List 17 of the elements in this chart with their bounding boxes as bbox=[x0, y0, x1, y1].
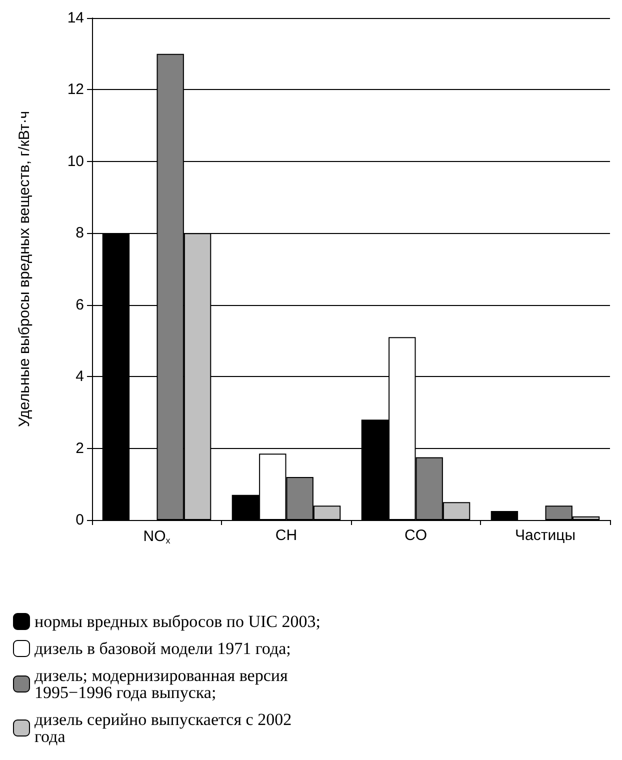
y-tick-label: 10 bbox=[67, 152, 84, 170]
legend-label: дизель; модернизированная версия 1995−1996 года выпуска; bbox=[34, 666, 292, 702]
y-tick-label: 6 bbox=[76, 296, 84, 314]
y-axis-title: Удельные выбросы вредных веществ, г/кВт·ч bbox=[16, 110, 33, 428]
legend-label: нормы вредных выбросов по UIC 2003; bbox=[34, 612, 320, 631]
y-tick-label: 8 bbox=[76, 224, 84, 242]
legend-label: дизель серийно выпускается с 2002 года bbox=[34, 710, 296, 746]
x-tick-label: Частицы bbox=[515, 527, 576, 544]
bar bbox=[490, 511, 518, 520]
legend-label: дизель в базовой модели 1971 года; bbox=[34, 639, 291, 658]
y-tick-label: 2 bbox=[76, 440, 84, 457]
y-tick-label: 14 bbox=[67, 10, 84, 26]
x-tick-label: CH bbox=[275, 527, 298, 544]
y-tick-label: 12 bbox=[67, 81, 84, 98]
y-tick-label: 0 bbox=[76, 512, 84, 528]
x-tick-label: CO bbox=[404, 527, 427, 544]
y-tick-label: 4 bbox=[76, 368, 84, 386]
